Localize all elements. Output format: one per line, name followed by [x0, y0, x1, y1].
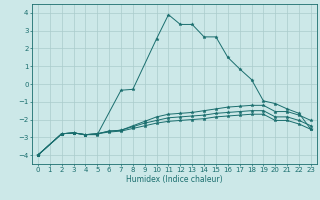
X-axis label: Humidex (Indice chaleur): Humidex (Indice chaleur) — [126, 175, 223, 184]
